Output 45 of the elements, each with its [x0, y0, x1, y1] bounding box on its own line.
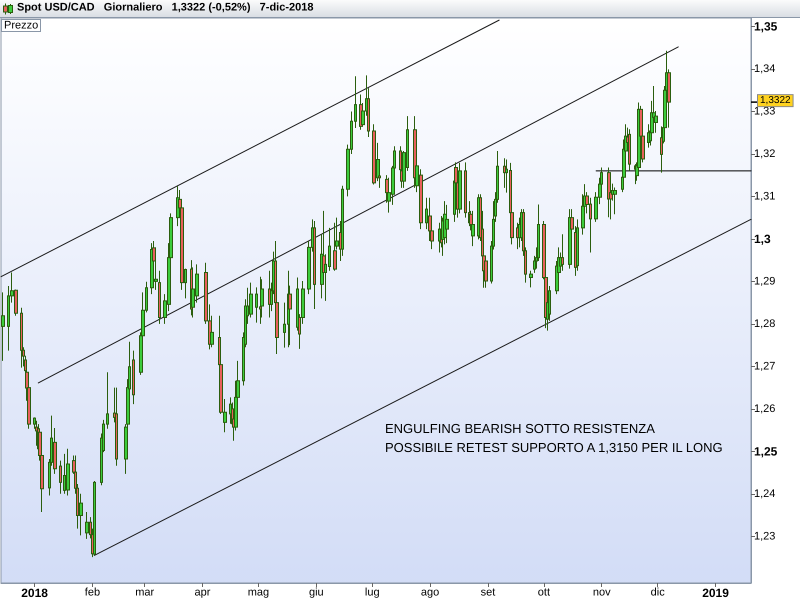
x-tick-label: set [480, 586, 496, 598]
candlestick [372, 124, 376, 186]
x-tick-label: ago [420, 586, 440, 598]
y-tick-label: 1,3 [754, 232, 772, 246]
y-tick-label: 1,25 [754, 444, 778, 458]
candlestick [561, 234, 564, 272]
y-tick-label: 1,23 [754, 530, 776, 542]
annotation: ENGULFING BEARISH SOTTO RESISTENZA [385, 421, 656, 436]
candlestick [85, 512, 89, 540]
x-tick-label: nov [592, 586, 612, 598]
candlestick [93, 480, 96, 556]
x-tick-label: dic [650, 586, 666, 598]
candlestick [313, 220, 316, 310]
candlestick [445, 204, 449, 244]
x-tick-label: lug [364, 586, 380, 598]
x-tick-label: mag [248, 586, 270, 598]
x-tick-label: 2018 [21, 586, 48, 600]
y-tick-label: 1,27 [754, 360, 776, 372]
candlestick [613, 187, 617, 215]
candlestick [63, 453, 66, 494]
y-tick-label: 1,24 [754, 488, 776, 500]
x-tick-label: ott [538, 586, 550, 598]
candlestick [529, 270, 533, 288]
y-tick-label: 1,26 [754, 402, 776, 415]
y-axis-title: Prezzo [4, 20, 38, 32]
y-tick-label: 1,34 [754, 62, 776, 75]
ref-line-label: 1,3322 [760, 95, 792, 106]
candlestick [66, 448, 70, 496]
y-tick-label: 1,29 [754, 275, 776, 288]
y-tick-label: 1,35 [754, 19, 778, 34]
candlestick [20, 307, 23, 368]
candlestick [503, 158, 506, 188]
y-tick-label: 1,31 [754, 190, 776, 202]
chart-title: Spot USD/CAD Giornaliero 1,3322 (-0,52%) 7-dic-2018 [17, 2, 314, 14]
y-tick-label: 1,33 [754, 105, 776, 118]
x-tick-label: mar [135, 586, 154, 598]
x-tick-label: 2019 [702, 586, 730, 600]
y-tick-label: 1,28 [754, 318, 776, 330]
y-tick-label: 1,32 [754, 148, 776, 160]
candlestick [1, 292, 5, 362]
annotation: POSSIBILE RETEST SUPPORTO A 1,3150 PER IL LONG [385, 440, 723, 455]
candlestick [458, 162, 462, 214]
x-tick-label: giu [308, 586, 324, 598]
x-tick-label: apr [194, 586, 211, 598]
x-tick-label: feb [84, 586, 100, 598]
